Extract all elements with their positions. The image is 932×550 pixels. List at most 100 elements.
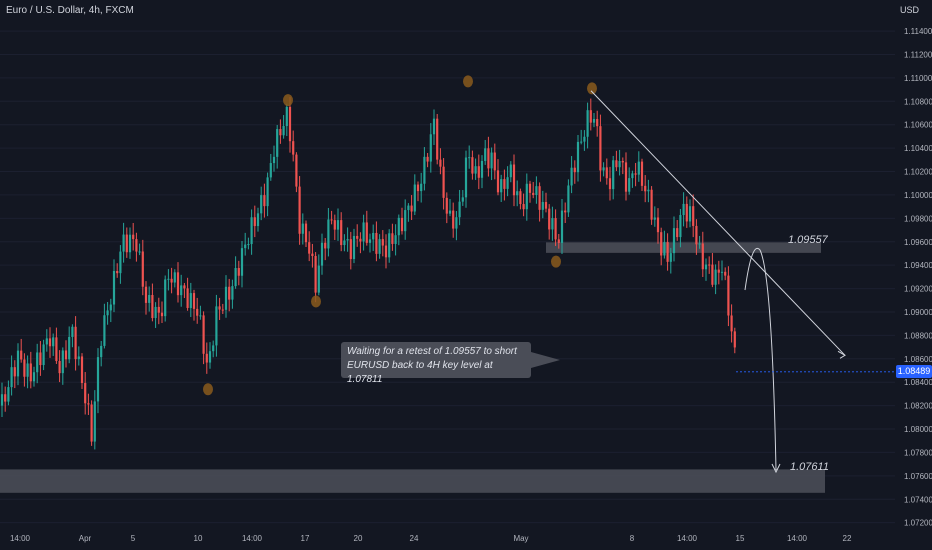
candle-body — [308, 242, 311, 254]
y-tick-label: 1.07400 — [904, 495, 932, 504]
y-tick-label: 1.11000 — [904, 74, 932, 83]
candle-body — [554, 218, 557, 240]
candle-body — [144, 286, 148, 303]
candle-body — [365, 222, 368, 243]
candle-body — [730, 315, 733, 332]
candle-body — [432, 118, 436, 135]
candle-body — [631, 173, 634, 179]
candle-body — [138, 251, 141, 253]
candle-body — [676, 228, 679, 238]
candle-body — [266, 177, 269, 207]
candle-body — [660, 232, 663, 256]
resistance-zone — [546, 242, 821, 253]
candle-body — [272, 156, 276, 164]
candle-body — [695, 225, 698, 245]
candle-body — [586, 110, 589, 137]
candle-body — [474, 166, 477, 174]
candle-body — [493, 152, 496, 171]
candle-body — [538, 186, 541, 210]
candle-body — [109, 304, 112, 311]
candle-body — [26, 363, 29, 377]
candle-body — [48, 338, 52, 347]
candle-body — [628, 178, 631, 192]
candle-body — [506, 177, 509, 189]
candle-body — [541, 202, 544, 210]
candle-body — [7, 387, 10, 402]
candle-body — [724, 271, 727, 276]
candle-body — [128, 234, 132, 253]
currency-label: USD — [900, 5, 920, 15]
candle-body — [167, 278, 170, 280]
candle-body — [429, 134, 432, 162]
candle-body — [727, 275, 730, 316]
candle-body — [160, 312, 164, 317]
candle-body — [557, 239, 560, 243]
candle-body — [672, 228, 676, 254]
trendline-arrow — [837, 350, 846, 359]
candle-body — [580, 141, 583, 143]
candle-body — [119, 251, 122, 274]
candle-body — [301, 223, 304, 234]
candle-body — [0, 394, 4, 406]
y-tick-label: 1.11200 — [904, 50, 932, 59]
candle-body — [64, 350, 68, 360]
candle-body — [714, 269, 717, 285]
candle-body — [96, 357, 100, 402]
candle-body — [336, 220, 340, 230]
candle-body — [103, 315, 106, 346]
last-price-tag: 1.08489 — [896, 365, 932, 378]
candle-body — [186, 288, 189, 308]
candle-body — [285, 106, 288, 127]
candle-body — [237, 267, 240, 276]
x-tick-label: 8 — [630, 534, 635, 543]
candle-body — [10, 367, 13, 388]
candle-body — [573, 167, 576, 173]
candle-body — [256, 213, 260, 227]
candle-body — [397, 217, 400, 236]
candle-body — [205, 353, 208, 363]
candle-body — [330, 219, 333, 221]
candle-body — [420, 183, 423, 192]
candle-body — [487, 148, 490, 169]
candle-body — [468, 157, 471, 159]
candle-body — [589, 110, 592, 123]
candle-body — [276, 129, 279, 157]
y-tick-label: 1.08400 — [904, 378, 932, 387]
candle-body — [32, 372, 36, 382]
candle-body — [36, 352, 39, 373]
x-tick-label: 15 — [736, 534, 745, 543]
y-tick-label: 1.08600 — [904, 355, 932, 364]
swing-marker — [283, 94, 293, 107]
candle-body — [317, 265, 320, 293]
candle-body — [304, 223, 308, 243]
candle-body — [93, 401, 96, 442]
candle-body — [602, 167, 605, 171]
candle-body — [58, 361, 61, 374]
candle-body — [733, 331, 736, 348]
candle-body — [164, 279, 167, 317]
y-tick-label: 1.10800 — [904, 97, 932, 106]
candle-body — [544, 202, 548, 209]
candle-body — [548, 208, 551, 230]
candle-body — [720, 271, 724, 273]
candle-body — [314, 255, 317, 293]
y-tick-label: 1.11400 — [904, 27, 932, 36]
candle-body — [391, 233, 394, 244]
candle-body — [23, 359, 26, 377]
candle-body — [253, 217, 256, 227]
candle-body — [448, 210, 452, 214]
candle-body — [116, 270, 119, 274]
candle-body — [228, 286, 231, 300]
candle-body — [634, 173, 637, 175]
support-zone — [0, 469, 825, 493]
candle-body — [372, 232, 375, 240]
candle-body — [442, 166, 445, 198]
y-tick-label: 1.10400 — [904, 144, 932, 153]
candle-body — [295, 154, 298, 187]
candle-body — [653, 217, 656, 220]
candle-body — [263, 195, 266, 207]
candle-body — [292, 141, 295, 155]
y-tick-label: 1.09000 — [904, 308, 932, 317]
candle-body — [512, 164, 516, 196]
